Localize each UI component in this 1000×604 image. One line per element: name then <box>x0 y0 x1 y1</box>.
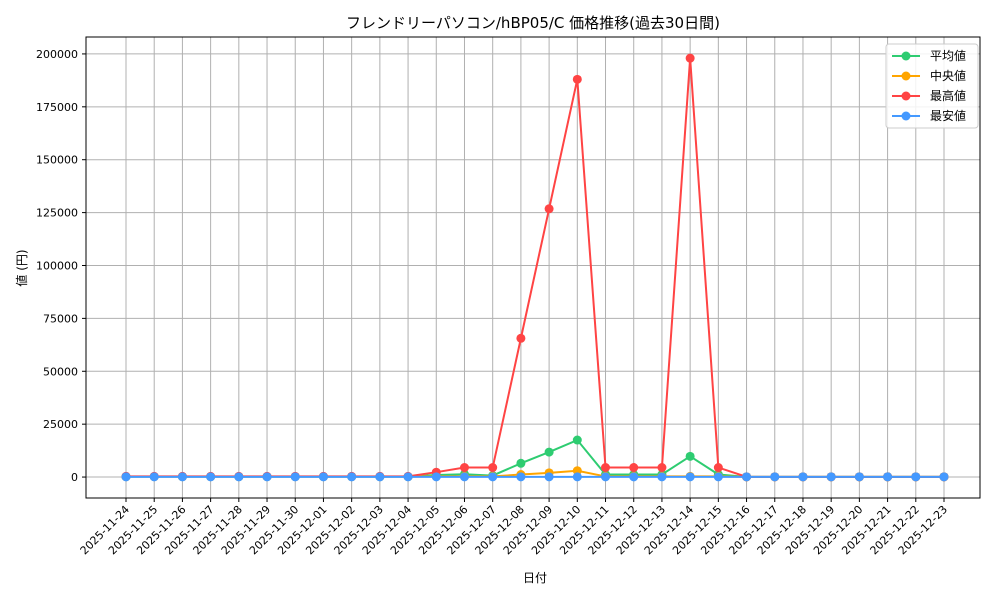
y-tick-label: 100000 <box>36 259 78 272</box>
data-point <box>516 472 526 482</box>
data-point <box>290 472 300 482</box>
data-point <box>234 472 244 482</box>
plot-frame <box>85 36 981 499</box>
data-point <box>854 472 864 482</box>
y-tick-label: 50000 <box>43 365 78 378</box>
data-point <box>488 463 498 473</box>
data-point <box>601 472 611 482</box>
legend-label: 平均値 <box>930 48 966 63</box>
data-point <box>713 472 723 482</box>
data-point <box>572 74 582 84</box>
legend-label: 最安値 <box>930 108 966 123</box>
data-point <box>318 472 328 482</box>
data-point <box>516 333 526 343</box>
series-line <box>126 58 944 478</box>
x-axis-label: 日付 <box>523 571 547 585</box>
legend-marker <box>901 71 911 81</box>
data-point <box>347 472 357 482</box>
data-point <box>826 472 836 482</box>
y-tick-label: 0 <box>71 471 78 484</box>
series-line <box>126 438 944 478</box>
y-tick-label: 150000 <box>36 154 78 167</box>
y-tick-label: 75000 <box>43 312 78 325</box>
y-tick-label: 200000 <box>36 48 78 61</box>
data-point <box>488 472 498 482</box>
data-point <box>572 435 582 445</box>
data-point <box>657 472 667 482</box>
data-point <box>883 472 893 482</box>
data-point <box>798 472 808 482</box>
data-point <box>544 447 554 457</box>
data-point <box>206 472 216 482</box>
chart-title: フレンドリーパソコン/hBP05/C 価格推移(過去30日間) <box>346 14 720 32</box>
data-point <box>911 472 921 482</box>
legend-marker <box>901 91 911 101</box>
legend-box <box>885 43 979 129</box>
data-point <box>601 463 611 473</box>
data-point <box>544 204 554 214</box>
data-point <box>375 472 385 482</box>
data-point <box>685 53 695 63</box>
y-tick-label: 25000 <box>43 418 78 431</box>
data-point <box>403 472 413 482</box>
data-point <box>262 472 272 482</box>
y-tick-label: 125000 <box>36 207 78 220</box>
data-point <box>121 472 131 482</box>
data-point <box>742 472 752 482</box>
y-axis-label: 値 (円) <box>14 249 29 286</box>
data-point <box>629 472 639 482</box>
data-point <box>685 451 695 461</box>
data-point <box>713 463 723 473</box>
data-point <box>629 463 639 473</box>
legend-marker <box>901 111 911 121</box>
data-point <box>459 472 469 482</box>
legend-label: 中央値 <box>930 68 966 83</box>
data-point <box>516 458 526 468</box>
data-point <box>572 472 582 482</box>
data-point <box>149 472 159 482</box>
data-point <box>657 463 667 473</box>
legend-label: 最高値 <box>930 88 966 103</box>
data-point <box>939 472 949 482</box>
data-point <box>459 463 469 473</box>
data-point <box>770 472 780 482</box>
data-point <box>544 472 554 482</box>
data-point <box>685 472 695 482</box>
data-point <box>431 472 441 482</box>
legend-marker <box>901 51 911 61</box>
data-point <box>177 472 187 482</box>
y-tick-label: 175000 <box>36 101 78 114</box>
